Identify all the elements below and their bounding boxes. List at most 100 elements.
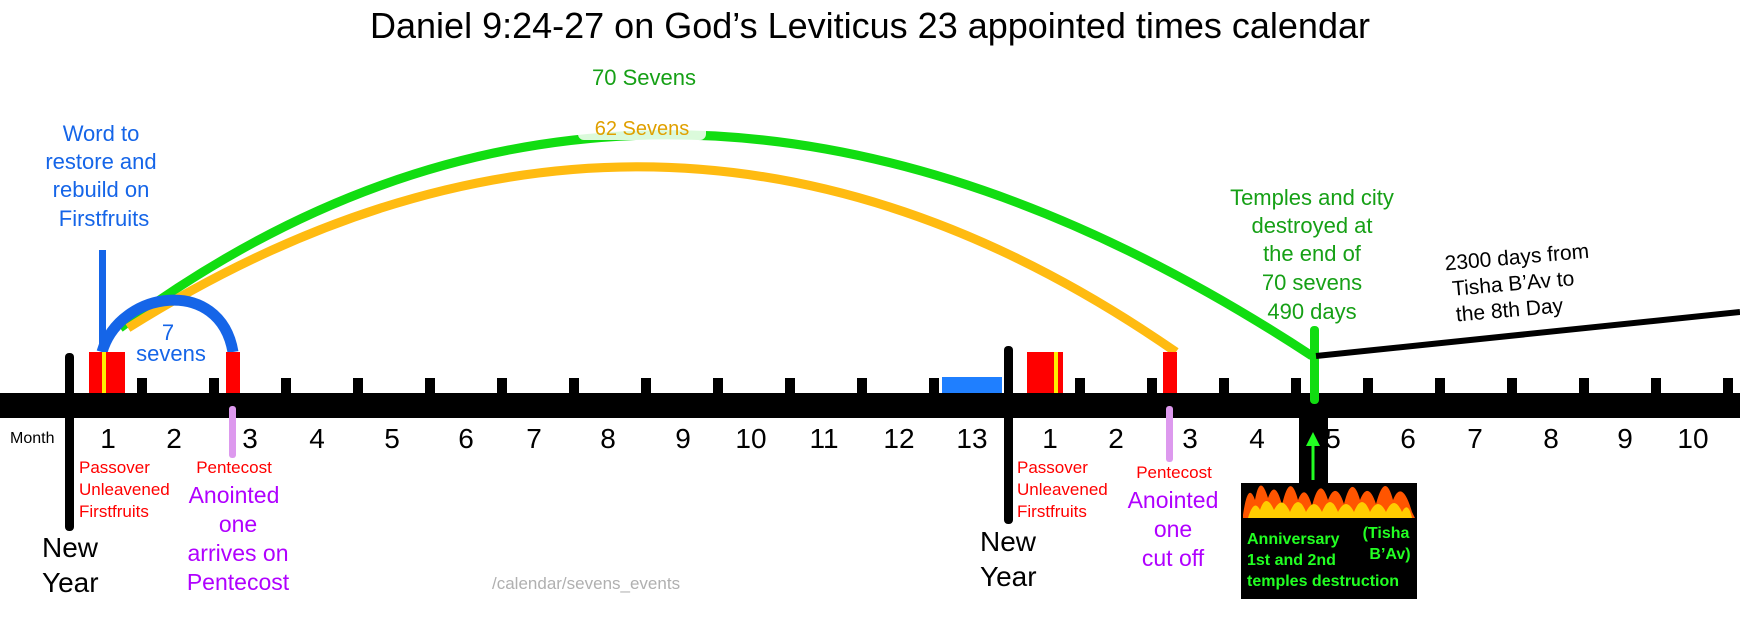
temples-destroyed-line: Temples and city bbox=[1230, 185, 1394, 210]
anniversary-right-line: (Tisha bbox=[1363, 525, 1410, 542]
month-label: 1 bbox=[100, 423, 116, 454]
new-year-1-line: Year bbox=[42, 567, 99, 598]
anniversary-arrow-head bbox=[1306, 432, 1320, 446]
arc-7-label-2: sevens bbox=[136, 341, 206, 366]
arc-62-label: 62 Sevens bbox=[595, 118, 690, 140]
temples-destroyed-line: the end of bbox=[1263, 241, 1362, 266]
month-label: 5 bbox=[384, 423, 400, 454]
anointed-arrives-line: Anointed bbox=[189, 482, 280, 508]
anointed-cut-off-line: one bbox=[1154, 516, 1192, 542]
diagram-title: Daniel 9:24-27 on God’s Leviticus 23 app… bbox=[370, 5, 1370, 46]
month-13-bar bbox=[942, 377, 1002, 394]
month-axis-label: Month bbox=[10, 430, 54, 447]
word-to-restore-line: Firstfruits bbox=[59, 206, 149, 231]
month-tick bbox=[1651, 378, 1661, 396]
anniversary-left-line: Anniversary bbox=[1247, 531, 1340, 548]
firstfruits-stripe-year2 bbox=[1054, 352, 1058, 394]
firstfruits-stripe-year1 bbox=[102, 352, 106, 394]
pentecost-block-year1 bbox=[226, 352, 240, 394]
new-year-2-line: Year bbox=[980, 561, 1037, 592]
feast-label-year1: Unleavened bbox=[79, 480, 170, 499]
new-year-post-2 bbox=[1004, 346, 1013, 524]
timeline-ticks bbox=[137, 378, 1733, 396]
month-label: 2 bbox=[1108, 423, 1124, 454]
anniversary-right-line: B’Av) bbox=[1369, 546, 1410, 563]
month-label: 3 bbox=[242, 423, 258, 454]
pentecost-label-2: Pentecost bbox=[1136, 463, 1212, 482]
destruction-marker bbox=[1310, 326, 1319, 404]
month-label: 10 bbox=[735, 423, 766, 454]
word-to-restore-line: rebuild on bbox=[53, 177, 150, 202]
month-label: 8 bbox=[1543, 423, 1559, 454]
month-tick bbox=[1219, 378, 1229, 396]
month-tick bbox=[1507, 378, 1517, 396]
month-tick bbox=[1435, 378, 1445, 396]
anointed-arrives-line: arrives on bbox=[188, 540, 289, 566]
feast-block-year1 bbox=[89, 352, 125, 394]
pentecost-marker-1 bbox=[229, 406, 236, 458]
month-label: 4 bbox=[309, 423, 325, 454]
month-tick bbox=[1579, 378, 1589, 396]
month-tick bbox=[1291, 378, 1301, 396]
month-tick bbox=[857, 378, 867, 396]
arc-70-label: 70 Sevens bbox=[592, 65, 696, 90]
new-year-post-1 bbox=[65, 353, 74, 531]
word-to-restore-line: Word to bbox=[63, 121, 140, 146]
days-2300-label: 2300 days from Tisha B’Av to the 8th Day bbox=[1444, 240, 1590, 327]
month-labels: 1 2 3 4 5 6 7 8 9 10 11 12 13 1 2 3 4 5 6 7 8 9 10 bbox=[100, 423, 1708, 454]
feast-label-year2: Passover bbox=[1017, 458, 1088, 477]
month-tick bbox=[425, 378, 435, 396]
temples-destroyed-line: 490 days bbox=[1267, 299, 1356, 324]
month-label: 5 bbox=[1325, 423, 1341, 454]
month-label: 12 bbox=[883, 423, 914, 454]
new-year-1-line: New bbox=[42, 532, 99, 563]
month-label: 1 bbox=[1042, 423, 1058, 454]
temples-destroyed-line: destroyed at bbox=[1251, 213, 1372, 238]
month-tick bbox=[641, 378, 651, 396]
month-label: 7 bbox=[526, 423, 542, 454]
month-tick bbox=[497, 378, 507, 396]
month-tick bbox=[1723, 378, 1733, 396]
anniversary-left-line: 1st and 2nd bbox=[1247, 552, 1336, 569]
month-label: 10 bbox=[1677, 423, 1708, 454]
feast-label-year2: Firstfruits bbox=[1017, 502, 1087, 521]
pentecost-block-year2 bbox=[1163, 352, 1177, 394]
word-to-restore-label: Word to restore and rebuild on Firstfrui… bbox=[45, 121, 156, 231]
fire-icon bbox=[1243, 485, 1415, 518]
new-year-2-line: New bbox=[980, 526, 1037, 557]
month-label: 9 bbox=[1617, 423, 1633, 454]
month-label: 9 bbox=[675, 423, 691, 454]
days-2300-line bbox=[1315, 309, 1740, 359]
url-caption: /calendar/sevens_events bbox=[492, 574, 680, 593]
feast-label-year1: Firstfruits bbox=[79, 502, 149, 521]
month-label: 7 bbox=[1467, 423, 1483, 454]
feast-label-year2: Unleavened bbox=[1017, 480, 1108, 499]
anniversary-left-line: temples destruction bbox=[1247, 573, 1399, 590]
month-label: 11 bbox=[809, 423, 838, 454]
arc-62-sevens bbox=[125, 162, 1179, 356]
month-tick bbox=[353, 378, 363, 396]
word-to-restore-line: restore and bbox=[45, 149, 156, 174]
timeline-bar bbox=[0, 393, 1740, 418]
month-tick bbox=[137, 378, 147, 396]
month-tick bbox=[281, 378, 291, 396]
arc-62-label-bg bbox=[578, 116, 706, 140]
month-tick bbox=[1147, 378, 1157, 396]
month-tick bbox=[713, 378, 723, 396]
arc-7-sevens bbox=[96, 294, 239, 354]
month-label: 13 bbox=[956, 423, 987, 454]
arc-70-label-bg bbox=[582, 65, 708, 91]
anointed-cut-off-line: cut off bbox=[1142, 545, 1205, 571]
month-label: 6 bbox=[1400, 423, 1416, 454]
pentecost-marker-2 bbox=[1166, 406, 1173, 462]
month-label: 8 bbox=[600, 423, 616, 454]
month-tick bbox=[1075, 378, 1085, 396]
month-label: 4 bbox=[1249, 423, 1265, 454]
month-label: 6 bbox=[458, 423, 474, 454]
anointed-arrives-line: one bbox=[219, 511, 257, 537]
anointed-cut-off-line: Anointed bbox=[1128, 487, 1219, 513]
month-tick bbox=[209, 378, 219, 396]
anointed-arrives-line: Pentecost bbox=[187, 569, 290, 595]
month-label: 2 bbox=[166, 423, 182, 454]
